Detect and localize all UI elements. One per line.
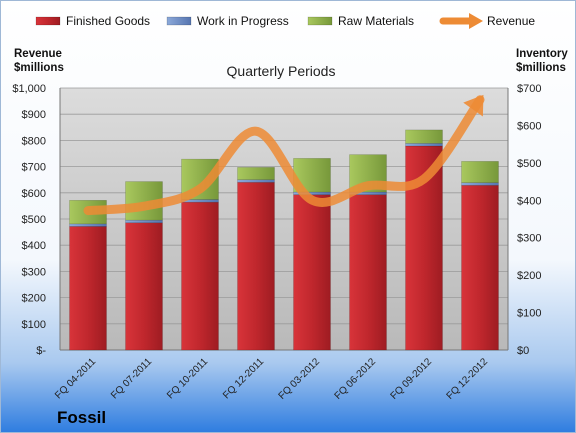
left-tick-label: $300 xyxy=(22,266,46,278)
left-tick-label: $700 xyxy=(22,162,46,174)
x-tick-label: FQ 12-2012 xyxy=(445,356,491,402)
x-tick-label: FQ 07-2011 xyxy=(109,356,154,401)
legend-swatch-raw-materials xyxy=(307,16,333,26)
legend-label: Revenue xyxy=(487,14,535,28)
right-tick-label: $600 xyxy=(517,120,541,132)
left-axis-label-line2: $millions xyxy=(14,62,64,74)
left-tick-label: $600 xyxy=(22,188,46,200)
left-tick-label: $1,000 xyxy=(12,83,46,95)
company-name: Fossil xyxy=(57,408,106,427)
right-axis-label-line2: $millions xyxy=(516,62,566,74)
right-tick-label: $500 xyxy=(517,158,541,170)
left-axis-label-line1: Revenue xyxy=(14,48,62,60)
bars-group xyxy=(69,129,499,351)
left-tick-label: $500 xyxy=(22,214,46,226)
left-tick-label: $100 xyxy=(22,319,46,331)
revenue-line-group xyxy=(83,94,485,216)
bar-work-in-progress xyxy=(69,223,107,227)
right-axis-label-line1: Inventory xyxy=(516,48,568,60)
revenue-arrowhead xyxy=(463,94,484,117)
revenue-line xyxy=(83,95,485,216)
left-tick-label: $- xyxy=(36,345,46,357)
left-tick-label: $200 xyxy=(22,293,46,305)
legend: Finished Goods Work in Progress Raw Materi… xyxy=(35,13,535,29)
bar-raw-materials xyxy=(405,129,443,144)
bar-finished-goods xyxy=(461,185,499,351)
legend-label: Finished Goods xyxy=(66,14,150,28)
left-tick-label: $400 xyxy=(22,240,46,252)
x-tick-label: FQ 06-2012 xyxy=(333,356,379,402)
bar-finished-goods xyxy=(237,182,275,351)
bar-finished-goods xyxy=(69,226,107,351)
bar-finished-goods xyxy=(125,222,163,351)
bar-finished-goods xyxy=(293,194,331,351)
legend-swatch-finished-goods xyxy=(35,16,61,26)
left-tick-label: $900 xyxy=(22,109,46,121)
bar-raw-materials xyxy=(461,161,499,183)
right-axis-ticks: $0 $100 $200 $300 $400 $500 $600 $700 xyxy=(517,83,541,357)
bar-finished-goods xyxy=(349,194,387,351)
left-tick-label: $800 xyxy=(22,135,46,147)
right-tick-label: $400 xyxy=(517,195,541,207)
x-tick-label: FQ 10-2011 xyxy=(165,356,210,401)
right-tick-label: $700 xyxy=(517,83,541,95)
legend-arrowhead xyxy=(469,13,483,29)
bar-work-in-progress xyxy=(405,143,443,147)
x-axis-ticks: FQ 04-2011 FQ 07-2011 FQ 10-2011 FQ 12-2011… xyxy=(53,356,490,402)
bar-finished-goods xyxy=(181,201,219,351)
bar-work-in-progress xyxy=(461,182,499,186)
legend-label: Work in Progress xyxy=(197,14,289,28)
x-tick-label: FQ 03-2012 xyxy=(277,356,323,402)
bar-work-in-progress xyxy=(125,219,163,223)
bar-work-in-progress xyxy=(237,179,275,183)
left-axis-ticks: $- $100 $200 $300 $400 $500 $600 $700 $800 $900 $1… xyxy=(12,83,46,357)
x-tick-label: FQ 09-2012 xyxy=(389,356,435,402)
bar-raw-materials xyxy=(237,167,275,180)
right-tick-label: $100 xyxy=(517,308,541,320)
right-tick-label: $0 xyxy=(517,345,529,357)
right-tick-label: $200 xyxy=(517,270,541,282)
legend-label: Raw Materials xyxy=(338,14,414,28)
right-tick-label: $300 xyxy=(517,233,541,245)
chart-title: Quarterly Periods xyxy=(227,63,336,79)
x-tick-label: FQ 04-2011 xyxy=(53,356,98,401)
x-tick-label: FQ 12-2011 xyxy=(221,356,266,401)
legend-swatch-work-in-progress xyxy=(166,16,192,26)
